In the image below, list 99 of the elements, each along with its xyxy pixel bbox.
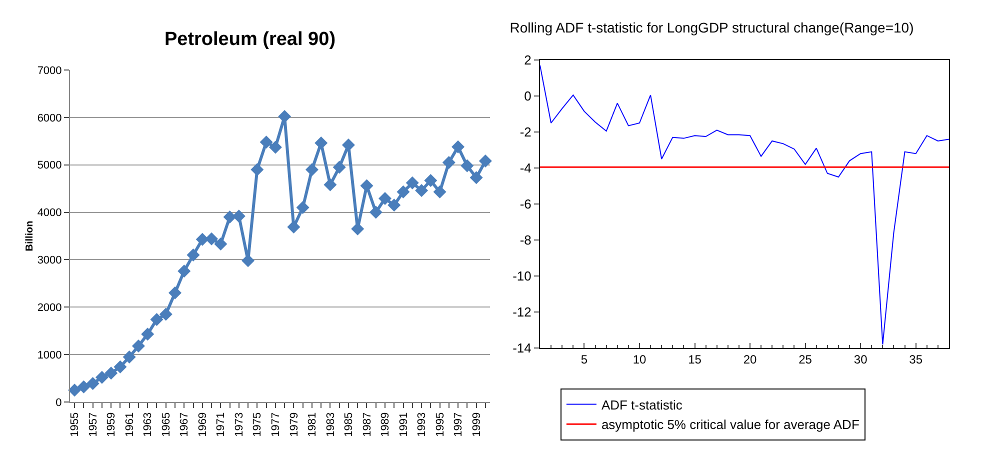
point [396, 185, 410, 198]
y-tick-label: -10 [512, 268, 532, 284]
point [442, 156, 456, 169]
point [268, 140, 282, 154]
x-tick-label: 1963 [142, 412, 154, 437]
x-tick-label: 20 [743, 352, 758, 366]
line-series [540, 64, 949, 345]
y-tick-label: 2 [524, 52, 532, 68]
x-tick-label: 1959 [106, 412, 118, 437]
x-tick-label: 1985 [343, 412, 356, 437]
legend-label: asymptotic 5% critical value for average ADF [601, 417, 860, 432]
point [478, 154, 492, 168]
point [332, 160, 346, 174]
x-tick-label: 1993 [416, 412, 428, 437]
point [278, 110, 292, 123]
x-tick-label: 25 [798, 352, 812, 366]
x-tick-label: 1961 [124, 412, 136, 437]
y-axis-title: Billion [24, 220, 36, 252]
x-tick-label: 1955 [69, 412, 82, 437]
x-tick-label: 1999 [470, 412, 483, 437]
point [104, 366, 118, 380]
y-tick-label: 0 [524, 88, 532, 104]
legend-label: ADF t-statistic [601, 397, 683, 412]
x-tick-label: 1997 [452, 412, 465, 437]
chart-title: Petroleum (real 90) [164, 28, 336, 50]
point [424, 174, 438, 188]
x-tick-label: 35 [909, 352, 923, 366]
y-tick-label: 7000 [37, 64, 62, 77]
point [178, 264, 191, 278]
point [433, 185, 446, 198]
point [205, 232, 218, 246]
y-tick-label: 3000 [37, 254, 62, 267]
x-tick-label: 5 [580, 352, 588, 366]
y-tick-label: 1000 [37, 349, 62, 362]
x-tick-label: 1981 [306, 412, 319, 437]
y-tick-label: -14 [512, 340, 532, 356]
y-tick-label: -12 [512, 304, 532, 320]
point [68, 384, 82, 397]
point [460, 159, 474, 172]
point [378, 192, 392, 206]
y-tick-label: 5000 [37, 160, 62, 172]
point [159, 308, 172, 321]
x-tick-label: 1987 [361, 412, 374, 437]
point [296, 201, 310, 214]
point [132, 340, 145, 353]
x-tick-label: 1979 [288, 412, 300, 437]
point [186, 248, 200, 262]
x-tick-label: 1971 [215, 412, 228, 437]
point [305, 163, 318, 176]
point [406, 176, 419, 190]
x-tick-label: 1995 [434, 412, 446, 437]
x-tick-label: 10 [632, 352, 646, 366]
point [287, 220, 300, 234]
point [150, 312, 164, 326]
x-tick-label: 1989 [380, 412, 392, 437]
point [114, 360, 127, 374]
point [415, 184, 428, 197]
point [223, 210, 236, 224]
point [351, 222, 364, 236]
point [168, 286, 182, 300]
x-tick-label: 1967 [178, 412, 191, 437]
point [314, 136, 328, 150]
y-tick-label: -2 [520, 124, 532, 140]
y-tick-label: 0 [56, 396, 62, 409]
point [196, 232, 209, 246]
point [232, 210, 246, 223]
y-tick-label: 4000 [37, 207, 62, 220]
point [260, 136, 273, 149]
point [214, 238, 228, 251]
x-tick-label: 1965 [160, 412, 172, 437]
point [452, 140, 465, 154]
point [388, 198, 401, 212]
y-tick-label: -4 [520, 160, 532, 176]
chart-title: Rolling ADF t-statistic for LongGDP structural change(Range=10) [510, 19, 914, 36]
point [86, 377, 100, 390]
x-tick-label: 1977 [270, 412, 282, 437]
y-tick-label: 6000 [37, 112, 62, 124]
point [360, 179, 374, 192]
x-tick-label: 1957 [87, 412, 100, 437]
point [242, 254, 255, 268]
x-tick-label: 1991 [398, 412, 410, 437]
x-tick-label: 1973 [233, 412, 246, 437]
point [342, 138, 355, 152]
point [77, 380, 90, 394]
x-tick-label: 1975 [252, 412, 264, 437]
point [369, 206, 382, 219]
point [250, 163, 264, 176]
point [324, 178, 337, 192]
x-tick-label: 30 [854, 352, 868, 366]
point [95, 370, 108, 384]
point [141, 328, 154, 341]
y-tick-label: -8 [520, 232, 532, 248]
x-tick-label: 15 [688, 352, 702, 366]
x-tick-label: 1983 [324, 412, 337, 437]
point [122, 350, 136, 364]
y-tick-label: 2000 [37, 302, 62, 314]
y-tick-label: -6 [520, 196, 532, 212]
x-tick-label: 1969 [196, 412, 209, 437]
point [470, 171, 483, 184]
